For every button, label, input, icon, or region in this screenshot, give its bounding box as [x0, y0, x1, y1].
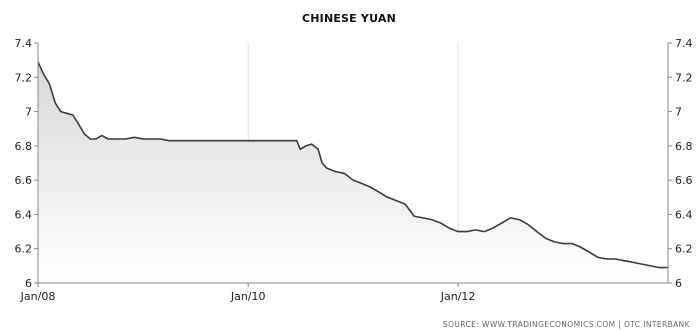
y-tick-label-right: 7.2	[675, 71, 693, 84]
y-tick-label-right: 7	[675, 106, 682, 119]
y-tick-label-right: 6.6	[675, 174, 693, 187]
y-tick-label-left: 6.2	[15, 243, 33, 256]
y-tick-label-right: 6.2	[675, 243, 693, 256]
series-line	[37, 61, 668, 269]
y-tick-label-left: 6.8	[15, 140, 33, 153]
y-tick-label-right: 6.8	[675, 140, 693, 153]
y-tick-label-left: 6.6	[15, 174, 33, 187]
chart-title: CHINESE YUAN	[302, 12, 396, 25]
y-tick-label-right: 7.4	[675, 37, 693, 50]
source-label: SOURCE: WWW.TRADINGECONOMICS.COM | OTC I…	[443, 320, 691, 329]
y-tick-label-left: 6	[25, 277, 32, 290]
x-tick-label: Jan/10	[230, 290, 266, 303]
y-tick-label-left: 6.4	[15, 208, 33, 221]
y-tick-label-left: 7.2	[15, 71, 33, 84]
y-tick-label-left: 7.4	[15, 37, 33, 50]
y-axis-right-ticks: 6 6.2 6.4 6.6 6.8 7 7.2 7.4	[668, 37, 693, 290]
x-tick-label: Jan/12	[440, 290, 476, 303]
y-tick-label-left: 7	[25, 106, 32, 119]
y-tick-label-right: 6	[675, 277, 682, 290]
x-tick-label: Jan/08	[20, 290, 56, 303]
x-axis-ticks: Jan/08 Jan/10 Jan/12	[20, 283, 476, 303]
axes	[37, 43, 669, 284]
series-area	[38, 61, 668, 284]
area-layer	[37, 61, 668, 284]
y-tick-label-right: 6.4	[675, 208, 693, 221]
y-axis-left-ticks: 6 6.2 6.4 6.6 6.8 7 7.2 7.4	[15, 37, 38, 290]
